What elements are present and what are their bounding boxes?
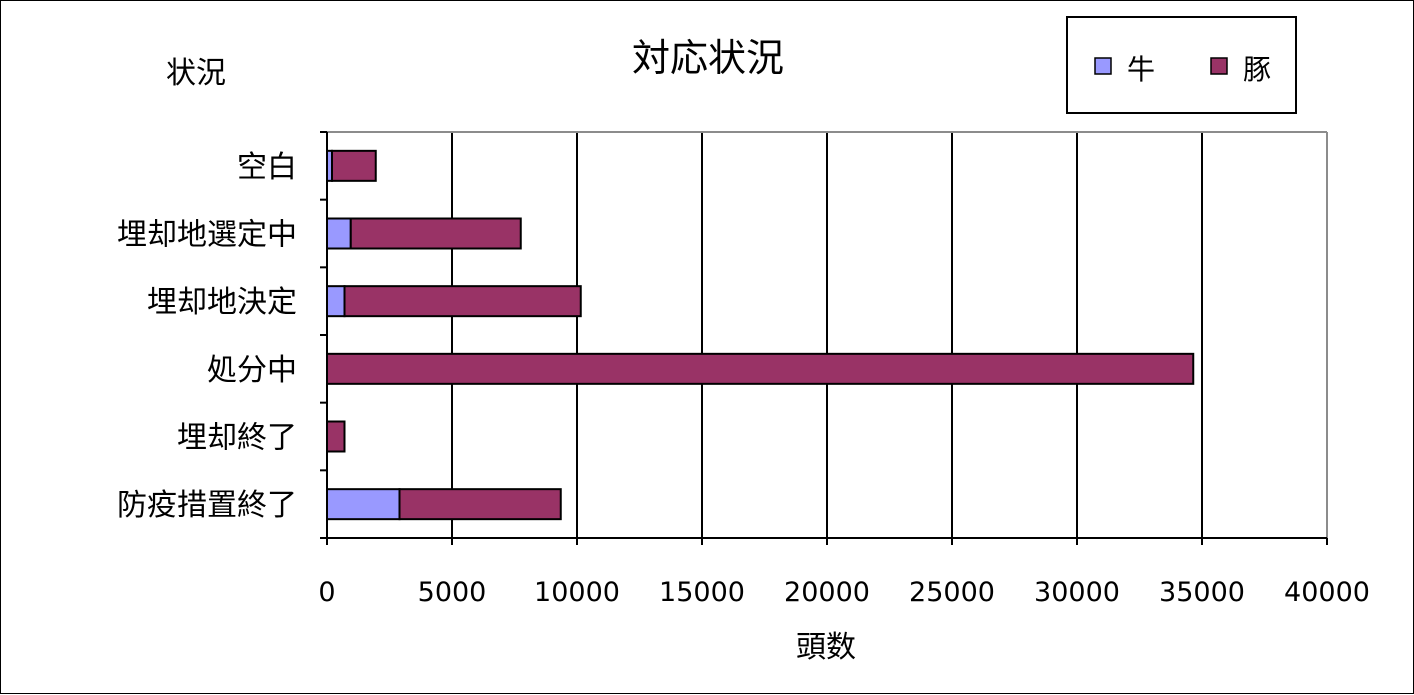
bar-segment-cattle xyxy=(326,217,352,250)
y-category-label: 防疫措置終了 xyxy=(117,488,297,523)
bars xyxy=(326,149,1195,521)
x-axis-label: 頭数 xyxy=(796,630,856,665)
x-tick-label: 25000 xyxy=(909,577,995,608)
x-tick-label: 5000 xyxy=(418,577,487,608)
x-tick-label: 10000 xyxy=(534,577,620,608)
bar-segment-pig xyxy=(349,217,522,250)
x-tick-label: 35000 xyxy=(1159,577,1245,608)
bar-segment-cattle xyxy=(326,285,346,318)
bar-segment-cattle xyxy=(326,488,401,521)
legend-label-cattle: 牛 xyxy=(1127,53,1155,86)
y-category-label: 埋却終了 xyxy=(177,421,297,456)
x-tick-label: 20000 xyxy=(784,577,870,608)
legend: 牛 豚 xyxy=(1066,16,1297,114)
y-axis-label: 状況 xyxy=(166,56,226,91)
chart-title: 対応状況 xyxy=(632,36,784,80)
y-category-label: 埋却地決定 xyxy=(147,285,297,320)
x-tick-label: 15000 xyxy=(659,577,745,608)
legend-label-pig: 豚 xyxy=(1243,53,1271,86)
bar-segment-pig xyxy=(331,149,377,182)
y-category-label: 空白 xyxy=(237,150,297,185)
legend-swatch-cattle xyxy=(1094,57,1112,75)
bar-segment-pig xyxy=(326,352,1195,385)
x-tick-label: 0 xyxy=(318,577,335,608)
bar-segment-pig xyxy=(343,285,582,318)
y-category-label: 処分中 xyxy=(207,353,297,388)
y-category-label: 埋却地選定中 xyxy=(117,218,297,253)
bar-segment-pig xyxy=(326,420,346,453)
legend-swatch-pig xyxy=(1210,57,1228,75)
bar-segment-pig xyxy=(398,488,562,521)
tick-labels: 0 5000 10000 15000 20000 25000 30000 35000 40000… xyxy=(117,150,1370,608)
x-tick-label: 40000 xyxy=(1284,577,1370,608)
axes xyxy=(320,131,1328,545)
gridlines xyxy=(451,132,1203,538)
x-tick-label: 30000 xyxy=(1034,577,1120,608)
